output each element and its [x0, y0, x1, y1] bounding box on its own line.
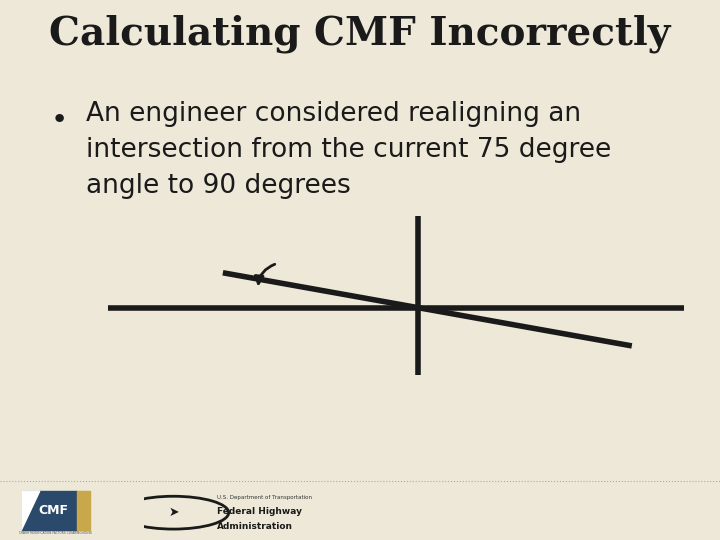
Text: •: • — [50, 106, 68, 134]
Text: U.S. Department of Transportation: U.S. Department of Transportation — [217, 495, 312, 500]
Text: Calculating CMF Incorrectly: Calculating CMF Incorrectly — [49, 15, 671, 53]
Polygon shape — [22, 491, 40, 530]
Bar — [22, 491, 77, 530]
Text: CMF: CMF — [39, 504, 69, 517]
Text: ➤: ➤ — [168, 506, 179, 519]
Text: An engineer considered realigning an
intersection from the current 75 degree
ang: An engineer considered realigning an int… — [86, 101, 612, 199]
Text: Federal Highway: Federal Highway — [217, 507, 302, 516]
Text: Administration: Administration — [217, 522, 292, 530]
Bar — [77, 491, 90, 530]
Text: CRASH MODIFICATION FACTORS CLEARINGHOUSE: CRASH MODIFICATION FACTORS CLEARINGHOUSE — [19, 531, 92, 535]
